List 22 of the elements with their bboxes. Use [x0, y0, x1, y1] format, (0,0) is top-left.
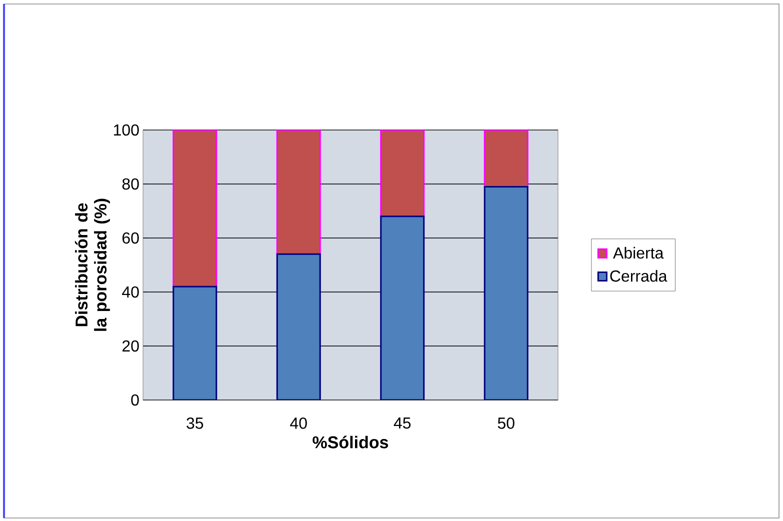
legend-label: Abierta [613, 246, 664, 259]
bar [484, 130, 528, 188]
bar [484, 186, 528, 400]
y-tick-label: 100 [114, 124, 139, 136]
bar [172, 130, 218, 288]
x-tick-label: 40 [290, 418, 307, 429]
y-tick-label: 20 [122, 340, 139, 352]
bar [380, 216, 425, 400]
bar [276, 253, 321, 400]
x-tick-label: 35 [186, 418, 204, 429]
y-tick-label: 40 [122, 286, 139, 298]
x-tick-label: 45 [394, 418, 411, 429]
x-axis-title: %Sólidos [312, 436, 388, 448]
bar [276, 130, 321, 255]
y-tick-label: 80 [122, 178, 139, 190]
y-tick-label: 0 [131, 394, 139, 406]
bar [380, 130, 425, 218]
legend-label: Cerrada [610, 270, 668, 282]
y-axis-title: Distribución de la porosidad (%) [74, 198, 110, 331]
x-tick-label: 50 [498, 418, 514, 429]
y-tick-label: 60 [122, 232, 139, 244]
bar [172, 286, 218, 400]
